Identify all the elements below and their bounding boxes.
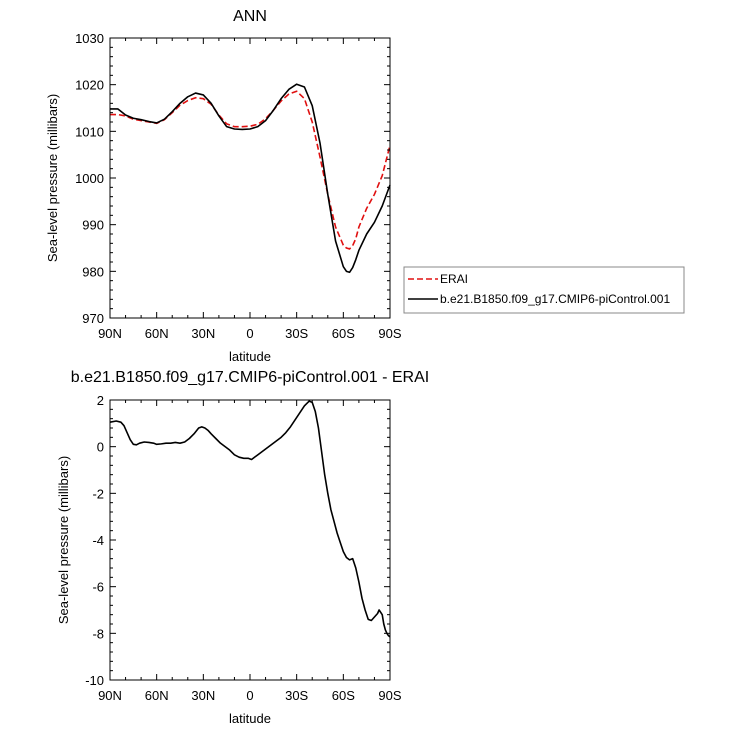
top-panel-ytick-label: 1020 [75, 78, 104, 93]
bottom-panel-ytick-label: -6 [92, 580, 104, 595]
legend-label-erai: ERAI [440, 272, 468, 286]
bottom-panel-xtick-label: 60N [145, 688, 169, 703]
legend-label-model: b.e21.B1850.f09_g17.CMIP6-piControl.001 [440, 292, 670, 306]
bottom-panel-xtick-label: 90N [98, 688, 122, 703]
top-panel-frame [109, 37, 391, 319]
bottom-panel-frame [109, 399, 391, 681]
top-panel-title: ANN [233, 8, 267, 25]
bottom-panel-xtick-label: 30S [285, 688, 308, 703]
bottom-panel-ytick-label: -10 [85, 673, 104, 688]
bottom-panel-ytick-label: -2 [92, 486, 104, 501]
bottom-panel-xtick-label: 0 [246, 688, 253, 703]
bottom-panel-ylabel: Sea-level pressure (millibars) [56, 456, 71, 624]
bottom-panel-xlabel: latitude [229, 711, 271, 726]
top-panel-xtick-label: 30S [285, 326, 308, 341]
bottom-panel-ytick-label: 2 [97, 393, 104, 408]
top-panel-xtick-label: 30N [191, 326, 215, 341]
bottom-panel-xtick-label: 90S [378, 688, 401, 703]
legend-box [403, 266, 685, 314]
bottom-panel-xtick-label: 60S [332, 688, 355, 703]
bottom-panel-title: b.e21.B1850.f09_g17.CMIP6-piControl.001 … [71, 369, 429, 386]
top-panel-ytick-label: 990 [82, 218, 104, 233]
top-panel-ytick-label: 970 [82, 311, 104, 326]
bottom-panel: b.e21.B1850.f09_g17.CMIP6-piControl.001 … [56, 369, 429, 726]
bottom-panel-ytick-label: -4 [92, 533, 104, 548]
top-panel-xtick-label: 90N [98, 326, 122, 341]
top-panel-ytick-label: 1030 [75, 31, 104, 46]
bottom-panel-ytick-label: 0 [97, 440, 104, 455]
top-panel-series-erai [110, 90, 391, 250]
top-panel-xtick-label: 0 [246, 326, 253, 341]
top-panel-xtick-label: 60N [145, 326, 169, 341]
top-panel-ytick-label: 980 [82, 264, 104, 279]
top-panel: ANN 90N 60N 30N 0 30S 60S 90S 970 980 990 1000 1010… [45, 8, 685, 364]
top-panel-xtick-label: 60S [332, 326, 355, 341]
top-panel-xtick-label: 90S [378, 326, 401, 341]
bottom-panel-ytick-label: -8 [92, 626, 104, 641]
legend: ERAI b.e21.B1850.f09_g17.CMIP6-piControl… [403, 266, 685, 314]
top-panel-ylabel: Sea-level pressure (millibars) [45, 94, 60, 262]
bottom-panel-xtick-label: 30N [191, 688, 215, 703]
top-panel-xlabel: latitude [229, 349, 271, 364]
top-panel-ytick-label: 1010 [75, 124, 104, 139]
top-panel-ytick-label: 1000 [75, 171, 104, 186]
top-panel-series-model [110, 83, 391, 274]
bottom-panel-series-model [109, 400, 391, 638]
